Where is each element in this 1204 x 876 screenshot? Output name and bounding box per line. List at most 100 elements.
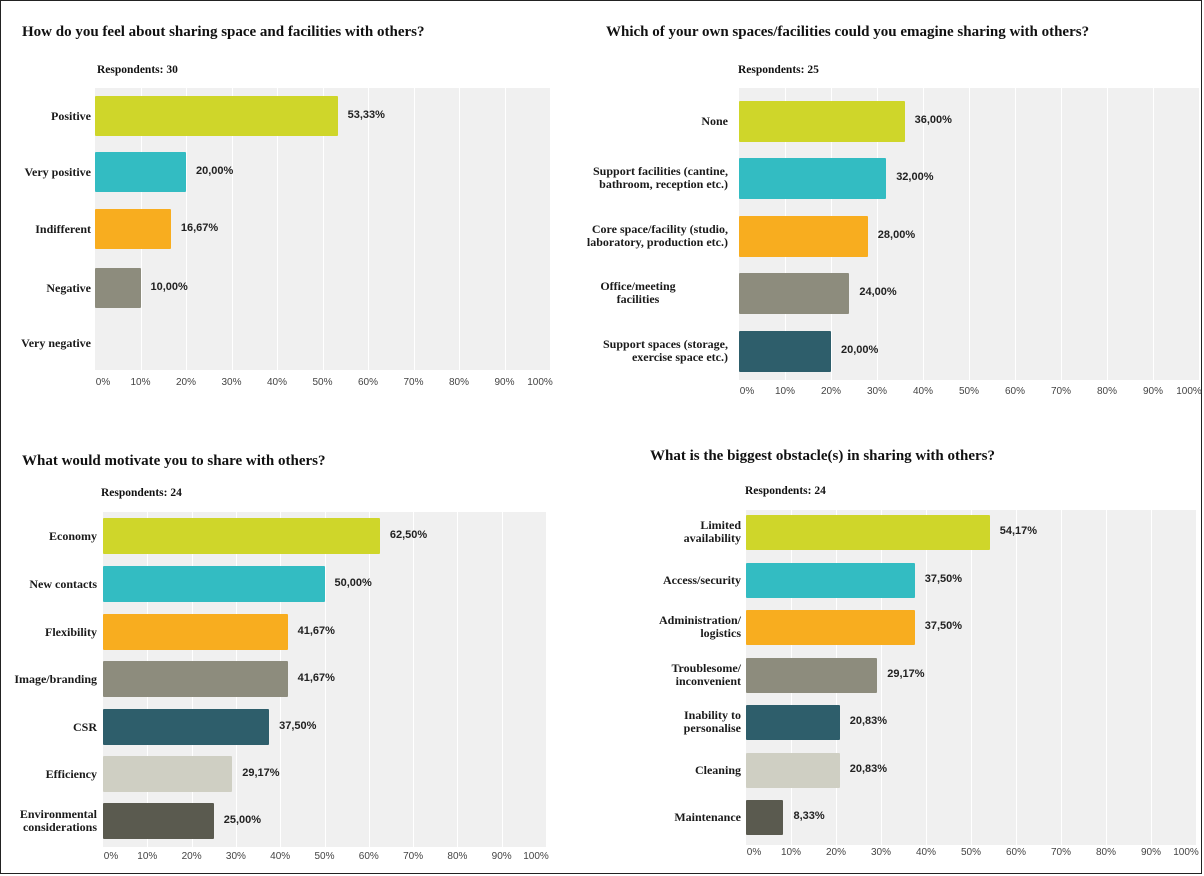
gridline [969,88,970,380]
category-label: Core space/facility (studio, laboratory, … [586,222,728,249]
data-label: 37,50% [279,720,317,732]
category-label: New contacts [29,576,97,591]
plot-area: 36,00% 32,00% 28,00% 24,00% 20,00% [739,88,1199,380]
data-label: 50,00% [334,577,372,589]
x-tick-label: 80% [448,377,470,388]
x-tick-label: 30% [870,847,892,858]
x-tick-label: 70% [403,851,424,862]
data-label: 37,50% [924,573,963,585]
gridline [368,88,369,370]
gridline [368,512,370,847]
data-label: 20,00% [196,165,234,177]
x-tick-label: 100% [527,377,553,388]
bar-5 [103,709,270,745]
chart-title: What would motivate you to share with ot… [22,453,326,469]
bar-1 [746,514,990,550]
data-label: 29,17% [242,767,280,779]
gridline [186,88,187,370]
x-tick-label: 10% [137,851,158,862]
category-label: None [701,113,728,128]
data-label: 53,33% [347,109,385,121]
x-tick-label: 20% [825,847,847,858]
x-tick-label: 60% [358,851,379,862]
x-tick-label: 10% [774,386,796,397]
x-tick-label: 80% [1095,847,1117,858]
category-label: Positive [51,108,91,123]
gridline [923,88,924,380]
bar-5 [739,330,831,372]
plot-area: 53,33% 20,00% 16,67% 10,00% [95,88,550,370]
x-tick-label: 40% [915,847,937,858]
plot-area: 54,17% 37,50% 37,50% 29,17% 20,83% 20,83% 8,33… [746,510,1196,845]
x-tick-label: 0% [95,377,111,388]
x-tick-label: 30% [225,851,246,862]
x-tick-label: 50% [960,847,982,858]
x-tick-label: 90% [494,377,515,388]
x-tick-label: 80% [1096,386,1118,397]
bar-4 [103,661,288,697]
bar-3 [103,614,288,650]
data-label: 25,00% [223,814,262,826]
x-tick-label: 70% [403,377,424,388]
x-tick-label: 60% [357,377,379,388]
respondents-count: Respondents: 25 [738,64,819,76]
category-label: Economy [49,528,97,543]
gridline [971,510,972,845]
respondents-count: Respondents: 30 [97,64,178,76]
x-tick-label: 50% [958,386,980,397]
x-tick-label: 90% [491,851,512,862]
x-tick-label: 10% [130,377,151,388]
bar-4 [739,272,850,314]
gridline [413,512,415,847]
x-tick-label: 60% [1005,847,1027,858]
gridline [1106,510,1107,845]
bar-4 [746,657,878,693]
data-label: 20,83% [849,763,888,775]
data-label: 41,67% [297,625,335,637]
x-tick-label: 20% [181,851,202,862]
data-label: 37,50% [924,620,963,632]
data-label: 29,17% [887,668,925,680]
category-label: Support spaces (storage, exercise space e… [603,337,728,364]
gridline [501,512,503,847]
category-label: Flexibility [45,624,97,639]
category-label: Administration/logistics [658,613,741,640]
category-label: Limited availability [683,518,741,545]
data-label: 24,00% [859,286,897,298]
x-tick-label: 50% [314,851,335,862]
data-label: 36,00% [914,114,952,126]
x-tick-label: 100% [1176,386,1202,397]
x-tick-label: 30% [866,386,888,397]
category-label: Access/security [663,572,741,587]
bar-4 [95,268,141,308]
data-label: 8,33% [793,810,825,822]
bar-6 [746,752,840,788]
category-label: Environmental considerations [19,807,97,834]
category-label: CSR [72,719,97,734]
x-tick-label: 100% [523,851,549,862]
bar-3 [739,215,868,257]
data-label: 54,17% [999,525,1038,537]
bar-7 [746,799,784,835]
bar-1 [95,96,338,136]
category-label: Image/branding [14,671,97,686]
x-tick-label: 70% [1050,386,1072,397]
x-tick-label: 40% [270,851,291,862]
x-tick-label: 0% [103,851,119,862]
category-label: Inability to personalise [683,708,741,735]
x-tick-label: 90% [1142,386,1164,397]
gridline [877,88,878,380]
category-label: Cleaning [694,762,741,777]
gridline [1061,88,1062,380]
chart-title: How do you feel about sharing space and … [22,24,425,40]
gridline [413,88,415,370]
x-tick-label: 20% [820,386,842,397]
bar-6 [103,756,233,792]
bar-2 [739,157,887,199]
gridline [1016,510,1017,845]
x-tick-label: 10% [780,847,802,858]
gridline [504,88,506,370]
x-tick-label: 70% [1050,847,1072,858]
bar-1 [739,100,905,142]
